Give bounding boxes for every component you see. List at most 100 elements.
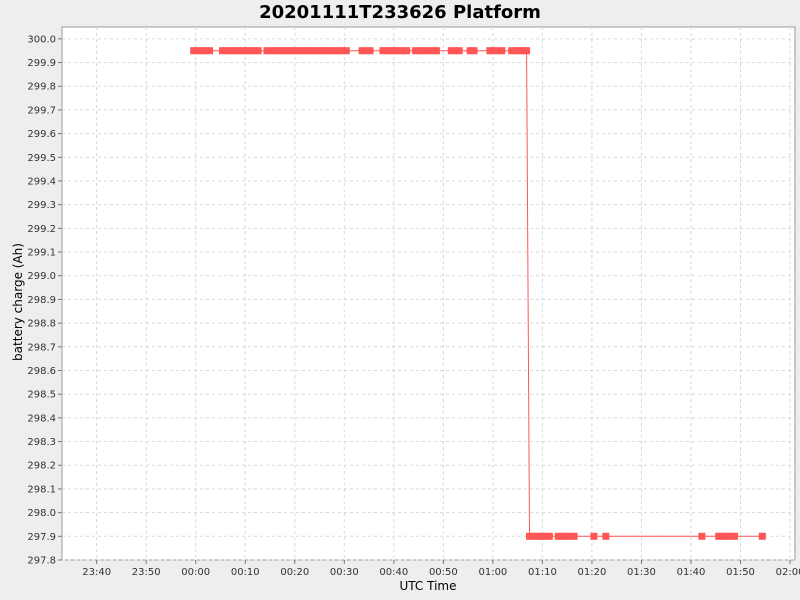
data-point (512, 47, 520, 55)
data-point (299, 47, 307, 55)
y-tick-label: 297.9 (27, 532, 56, 543)
data-point (451, 47, 459, 55)
data-point (326, 47, 334, 55)
data-point (399, 47, 407, 55)
x-tick-label: 01:00 (478, 567, 507, 578)
data-point (455, 47, 463, 55)
y-tick-label: 297.8 (27, 556, 56, 567)
x-tick-label: 01:50 (726, 567, 755, 578)
data-point (508, 47, 516, 55)
data-point (238, 47, 246, 55)
x-tick-label: 00:50 (429, 567, 458, 578)
y-tick-label: 299.5 (27, 153, 56, 164)
y-tick-label: 299.9 (27, 58, 56, 69)
data-point (283, 47, 291, 55)
data-point (403, 47, 411, 55)
y-axis-label: battery charge (Ah) (11, 243, 25, 361)
data-point (416, 47, 424, 55)
y-tick-label: 298.8 (27, 319, 56, 330)
data-point (319, 47, 326, 55)
data-point (698, 532, 706, 540)
x-tick-label: 01:40 (677, 567, 706, 578)
data-point (383, 47, 391, 55)
x-tick-label: 00:20 (280, 567, 309, 578)
data-point (447, 47, 455, 55)
data-point (412, 47, 420, 55)
chart-title: 20201111T233626 Platform (259, 2, 541, 23)
data-point (570, 532, 578, 540)
data-point (311, 47, 319, 55)
data-point (291, 47, 299, 55)
data-point (334, 47, 342, 55)
y-tick-label: 298.1 (27, 484, 56, 495)
data-point (545, 532, 553, 540)
y-tick-label: 298.3 (27, 437, 56, 448)
data-point (234, 47, 242, 55)
x-tick-label: 01:20 (578, 567, 607, 578)
y-tick-label: 299.7 (27, 105, 56, 116)
data-point (558, 532, 566, 540)
y-tick-label: 298.6 (27, 366, 56, 377)
y-tick-label: 299.2 (27, 224, 56, 235)
x-tick-label: 02:00 (776, 567, 800, 578)
data-point (267, 47, 275, 55)
data-point (719, 532, 727, 540)
data-point (279, 47, 287, 55)
data-point (271, 47, 279, 55)
x-tick-label: 01:10 (528, 567, 557, 578)
data-point (395, 47, 403, 55)
data-point (263, 47, 271, 55)
data-point (379, 47, 387, 55)
data-point (315, 47, 323, 55)
data-point (387, 47, 395, 55)
data-point (516, 47, 524, 55)
data-point (362, 47, 370, 55)
data-point (486, 47, 494, 55)
x-tick-label: 00:00 (181, 567, 210, 578)
data-point (541, 532, 549, 540)
data-point (330, 47, 338, 55)
data-point (731, 532, 739, 540)
data-point (494, 47, 502, 55)
x-tick-label: 23:50 (132, 567, 161, 578)
data-point (562, 532, 570, 540)
y-tick-label: 298.0 (27, 508, 56, 519)
data-point (190, 47, 198, 55)
data-point (490, 47, 498, 55)
data-point (366, 47, 374, 55)
data-point (534, 532, 541, 540)
data-point (758, 532, 766, 540)
data-point (602, 532, 610, 540)
y-tick-label: 299.4 (27, 176, 56, 187)
data-point (250, 47, 258, 55)
y-tick-label: 299.1 (27, 248, 56, 259)
data-point (226, 47, 234, 55)
y-tick-label: 300.0 (27, 34, 56, 45)
y-tick-label: 298.4 (27, 413, 56, 424)
x-tick-label: 01:30 (627, 567, 656, 578)
x-axis-label: UTC Time (400, 579, 457, 593)
data-point (295, 47, 303, 55)
y-tick-label: 298.9 (27, 295, 56, 306)
data-point (194, 47, 202, 55)
x-tick-label: 00:40 (379, 567, 408, 578)
data-point (275, 47, 283, 55)
y-tick-label: 299.6 (27, 129, 56, 140)
plot-area (61, 26, 796, 561)
data-point (246, 47, 254, 55)
data-point (424, 47, 431, 55)
data-point (198, 47, 206, 55)
data-point (230, 47, 238, 55)
data-point (222, 47, 230, 55)
data-point (338, 47, 346, 55)
data-point (498, 47, 506, 55)
data-point (723, 532, 731, 540)
data-point (202, 47, 210, 55)
data-point (254, 47, 262, 55)
data-point (242, 47, 250, 55)
data-point (342, 47, 350, 55)
data-point (206, 47, 214, 55)
y-tick-label: 298.2 (27, 461, 56, 472)
data-point (530, 532, 537, 540)
